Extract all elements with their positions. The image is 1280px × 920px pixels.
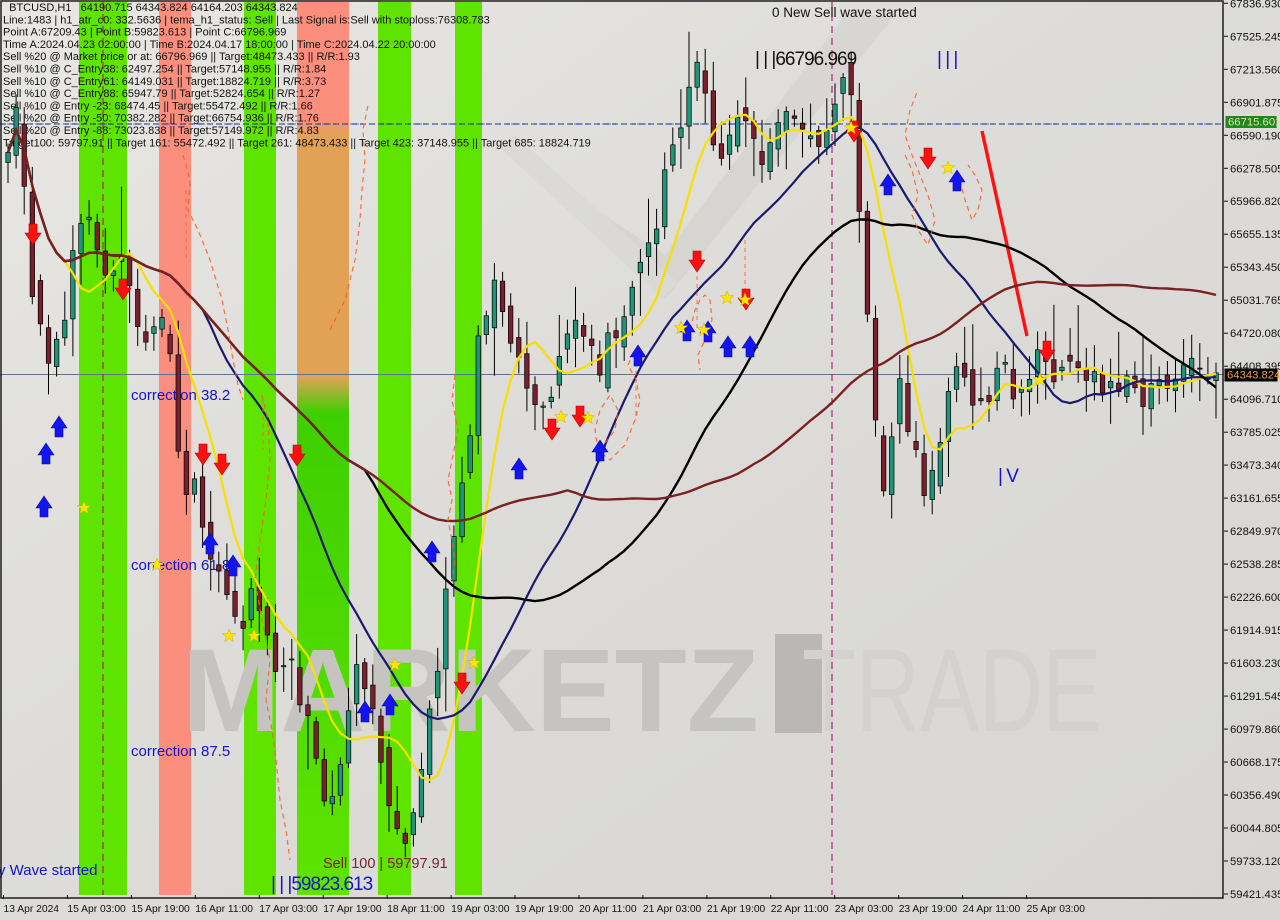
svg-text:TRADE: TRADE xyxy=(802,626,1102,757)
svg-text:Line:1483 | h1_atr_c0: 332.563: Line:1483 | h1_atr_c0: 332.5636 | tema_h… xyxy=(3,14,490,26)
svg-text:62538.285: 62538.285 xyxy=(1230,559,1280,571)
svg-text:59733.120: 59733.120 xyxy=(1230,856,1280,868)
svg-text:65966.820: 65966.820 xyxy=(1230,196,1280,208)
svg-text:66901.875: 66901.875 xyxy=(1230,97,1280,109)
svg-text:65031.765: 65031.765 xyxy=(1230,295,1280,307)
svg-text:63785.025: 63785.025 xyxy=(1230,427,1280,439)
svg-text:24 Apr 11:00: 24 Apr 11:00 xyxy=(963,904,1021,915)
svg-text:Sell %20 @ Entry -50: 70382.28: Sell %20 @ Entry -50: 70382.282 || Targe… xyxy=(3,113,319,125)
svg-text:Sell %10 @ C_Entry38: 62497.25: Sell %10 @ C_Entry38: 62497.254 || Targe… xyxy=(3,64,326,76)
svg-text:15 Apr 19:00: 15 Apr 19:00 xyxy=(131,904,190,915)
svg-text:MARKETZ: MARKETZ xyxy=(182,625,759,757)
svg-text:64720.080: 64720.080 xyxy=(1230,328,1280,340)
svg-text:60356.490: 60356.490 xyxy=(1230,790,1280,802)
svg-text:13 Apr 2024: 13 Apr 2024 xyxy=(4,904,60,915)
svg-text:Target100: 59797.91 || Target: Target100: 59797.91 || Target 161: 55472… xyxy=(3,137,591,149)
svg-text:Sell %10 @ C_Entry61: 64149.03: Sell %10 @ C_Entry61: 64149.031 || Targe… xyxy=(3,76,326,88)
svg-text:67525.245: 67525.245 xyxy=(1230,31,1280,43)
svg-text:| | |: | | | xyxy=(937,49,957,70)
svg-text:64096.710: 64096.710 xyxy=(1230,394,1280,406)
svg-text:65343.450: 65343.450 xyxy=(1230,262,1280,274)
svg-text:59421.435: 59421.435 xyxy=(1230,889,1280,901)
svg-text:67836.930: 67836.930 xyxy=(1230,0,1280,10)
svg-text:66715.601: 66715.601 xyxy=(1228,116,1280,128)
svg-text:66278.505: 66278.505 xyxy=(1230,163,1280,175)
svg-text:correction 61.8: correction 61.8 xyxy=(131,557,230,574)
svg-text:65655.135: 65655.135 xyxy=(1230,229,1280,241)
svg-text:60668.175: 60668.175 xyxy=(1230,757,1280,769)
svg-text:61914.915: 61914.915 xyxy=(1230,625,1280,637)
svg-text:67213.560: 67213.560 xyxy=(1230,64,1280,76)
svg-text:66590.190: 66590.190 xyxy=(1230,130,1280,142)
svg-text:Sell %20 @ Market price or at:: Sell %20 @ Market price or at: 66796.969… xyxy=(3,51,360,63)
svg-text:61603.230: 61603.230 xyxy=(1230,658,1280,670)
svg-text:15 Apr 03:00: 15 Apr 03:00 xyxy=(67,904,126,915)
svg-text:22 Apr 11:00: 22 Apr 11:00 xyxy=(771,904,829,915)
svg-text:60044.805: 60044.805 xyxy=(1230,823,1280,835)
svg-text:19 Apr 19:00: 19 Apr 19:00 xyxy=(515,904,574,915)
svg-text:21 Apr 19:00: 21 Apr 19:00 xyxy=(707,904,766,915)
svg-text:0 New Sell wave started: 0 New Sell wave started xyxy=(772,5,917,20)
svg-text:| | |59823.613: | | |59823.613 xyxy=(271,874,373,895)
svg-text:23 Apr 19:00: 23 Apr 19:00 xyxy=(899,904,958,915)
svg-text:64408.395: 64408.395 xyxy=(1230,361,1280,373)
svg-text:17 Apr 03:00: 17 Apr 03:00 xyxy=(259,904,318,915)
svg-text:60979.860: 60979.860 xyxy=(1230,724,1280,736)
svg-text:Sell %20 @ Entry -88: 73023.83: Sell %20 @ Entry -88: 73023.838 || Targe… xyxy=(3,125,319,137)
svg-text:Point A:67209.43 | Point B:598: Point A:67209.43 | Point B:59823.613 | P… xyxy=(3,27,286,39)
svg-text:correction 87.5: correction 87.5 xyxy=(131,743,230,760)
svg-text:21 Apr 03:00: 21 Apr 03:00 xyxy=(643,904,702,915)
svg-text:23 Apr 03:00: 23 Apr 03:00 xyxy=(835,904,894,915)
svg-text:18 Apr 11:00: 18 Apr 11:00 xyxy=(387,904,445,915)
svg-text:61291.545: 61291.545 xyxy=(1230,691,1280,703)
svg-text:Sell 100 | 59797.91: Sell 100 | 59797.91 xyxy=(323,856,448,872)
svg-text:17 Apr 19:00: 17 Apr 19:00 xyxy=(323,904,382,915)
svg-text:16 Apr 11:00: 16 Apr 11:00 xyxy=(195,904,253,915)
svg-text:25 Apr 03:00: 25 Apr 03:00 xyxy=(1027,904,1086,915)
svg-text:63161.655: 63161.655 xyxy=(1230,493,1280,505)
svg-text:20 Apr 11:00: 20 Apr 11:00 xyxy=(579,904,637,915)
svg-text:Sell %10 @ C_Entry88: 65947.79: Sell %10 @ C_Entry88: 65947.79 || Target… xyxy=(3,88,320,100)
svg-text:19 Apr 03:00: 19 Apr 03:00 xyxy=(451,904,510,915)
svg-text:62226.600: 62226.600 xyxy=(1230,592,1280,604)
svg-text:BTCUSD,H1 64190.715 64343.82: BTCUSD,H1 64190.715 64343.824 64164.203 … xyxy=(3,2,298,14)
svg-text:y Wave started: y Wave started xyxy=(0,862,97,879)
svg-text:Sell %10 @ Entry -23: 68474.45: Sell %10 @ Entry -23: 68474.45 || Target… xyxy=(3,100,313,112)
svg-text:63473.340: 63473.340 xyxy=(1230,460,1280,472)
svg-text:62849.970: 62849.970 xyxy=(1230,526,1280,538)
svg-text:| | |66796.969: | | |66796.969 xyxy=(755,49,857,70)
svg-text:| V: | V xyxy=(998,466,1019,487)
svg-text:Time A:2024.04.23 02:00:00 | T: Time A:2024.04.23 02:00:00 | Time B:2024… xyxy=(3,39,436,51)
